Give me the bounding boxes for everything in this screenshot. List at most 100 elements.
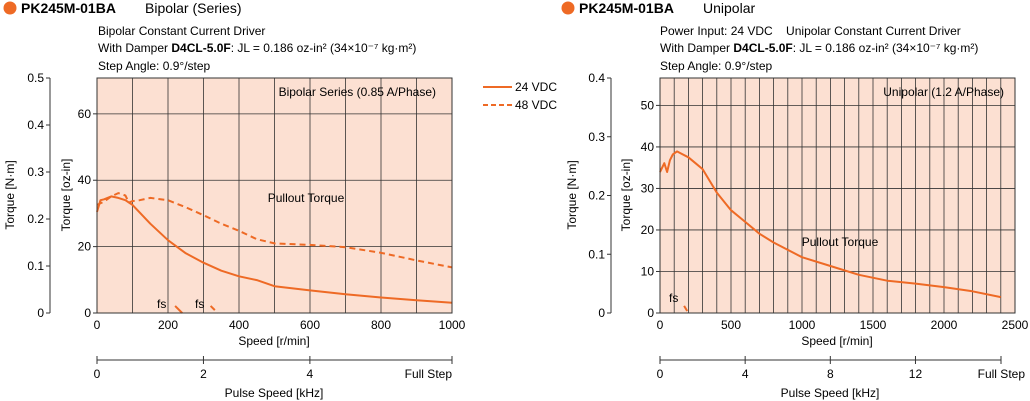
nm-tick-label: 0.4 — [27, 118, 44, 132]
pullout-torque-label: Pullout Torque — [268, 191, 345, 205]
speed-tick-label: 400 — [229, 318, 249, 332]
speed-tick-label: 1500 — [860, 318, 887, 332]
series-line-24-vdc — [659, 150, 1002, 299]
legend-label-48vdc: 48 VDC — [515, 98, 557, 112]
fs-label: fs — [669, 291, 678, 305]
grid — [660, 78, 1015, 313]
nm-tick-label: 0.1 — [27, 259, 44, 273]
plot-frame — [96, 77, 453, 314]
damper-note: With Damper D4CL-5.0F: JL = 0.186 oz-in²… — [98, 41, 416, 55]
pulse-axis-label: Pulse Speed [kHz] — [781, 386, 880, 400]
speed-tick-label: 200 — [158, 318, 178, 332]
grid — [97, 78, 452, 313]
legend-label-24vdc: 24 VDC — [515, 80, 557, 94]
nm-tick-label: 0.3 — [27, 165, 44, 179]
data-series — [96, 192, 453, 314]
fs-label-48v: fs — [195, 297, 204, 311]
pulse-tick-label: 0 — [94, 367, 101, 381]
pulse-axis-end-label: Full Step — [978, 367, 1026, 381]
ozin-axis-ticks: 0 20 40 60 — [78, 107, 97, 320]
ozin-tick-label: 0 — [84, 306, 91, 320]
nm-tick-label: 0.3 — [588, 130, 605, 144]
pulse-axis-end-label: Full Step — [405, 367, 453, 381]
title-bullet-icon — [561, 1, 575, 15]
speed-axis-label: Speed [r/min] — [801, 334, 872, 348]
ozin-tick-label: 0 — [647, 306, 654, 320]
pulse-tick-label: 2 — [200, 367, 207, 381]
speed-tick-label: 1000 — [789, 318, 816, 332]
nm-axis-ticks: 0 0.1 0.2 0.3 0.4 — [588, 71, 611, 320]
speed-tick-label: 1000 — [439, 318, 466, 332]
series-line-fs-48-vdc — [209, 305, 219, 314]
damper-prefix: With Damper — [660, 41, 733, 55]
speed-tick-label: 600 — [300, 318, 320, 332]
damper-note: With Damper D4CL-5.0F: JL = 0.186 oz-in²… — [660, 41, 978, 55]
chart-unipolar: PK245M-01BA Unipolar Power Input: 24 VDC… — [561, 0, 1029, 400]
speed-axis-ticks: 0 200 400 600 800 1000 — [94, 318, 466, 332]
series-line-24-vdc — [96, 195, 453, 304]
nm-tick-label: 0.2 — [588, 189, 605, 203]
series-line-48-vdc — [96, 192, 453, 269]
ozin-axis-label: Torque [oz-in] — [619, 159, 633, 232]
condition-box-label: Bipolar Series (0.85 A/Phase) — [279, 85, 436, 99]
pulse-tick-label: 4 — [742, 367, 749, 381]
ozin-axis-ticks: 0 10 20 30 40 50 — [641, 98, 660, 320]
chart-model: PK245M-01BA — [579, 0, 674, 16]
damper-prefix: With Damper — [98, 41, 171, 55]
data-series — [659, 150, 1002, 314]
pulse-tick-label: 0 — [657, 367, 664, 381]
ozin-tick-label: 50 — [641, 98, 655, 112]
driver-note: Bipolar Constant Current Driver — [98, 24, 265, 38]
nm-tick-label: 0.4 — [588, 71, 605, 85]
step-angle-note: Step Angle: 0.9°/step — [98, 59, 211, 73]
speed-tick-label: 0 — [94, 318, 101, 332]
speed-tick-label: 800 — [371, 318, 391, 332]
ozin-tick-label: 60 — [78, 107, 92, 121]
ozin-tick-label: 20 — [78, 240, 92, 254]
pulse-axis-ticks: 0 2 4 — [94, 356, 453, 381]
nm-tick-label: 0 — [37, 306, 44, 320]
condition-box-label: Unipolar (1.2 A/Phase) — [883, 85, 1004, 99]
speed-tick-label: 0 — [657, 318, 664, 332]
pulse-tick-label: 8 — [827, 367, 834, 381]
pulse-axis-ticks: 0 4 8 12 — [657, 356, 1002, 381]
pulse-tick-label: 4 — [307, 367, 314, 381]
series-line-fs-24-vdc — [683, 305, 690, 314]
nm-tick-label: 0.5 — [27, 71, 44, 85]
damper-rest: : JL = 0.186 oz-in² (34×10⁻⁷ kg·m²) — [231, 41, 417, 55]
ozin-axis-label: Torque [oz-in] — [59, 159, 73, 232]
ozin-tick-label: 30 — [641, 181, 655, 195]
damper-rest: : JL = 0.186 oz-in² (34×10⁻⁷ kg·m²) — [793, 41, 979, 55]
chart-mode: Unipolar — [703, 0, 755, 16]
pullout-torque-label: Pullout Torque — [802, 235, 879, 249]
fs-label-24v: fs — [157, 297, 166, 311]
chart-model: PK245M-01BA — [21, 0, 116, 16]
speed-axis-label: Speed [r/min] — [238, 334, 309, 348]
pulse-axis-label: Pulse Speed [kHz] — [225, 386, 324, 400]
ozin-tick-label: 20 — [641, 223, 655, 237]
speed-tick-label: 500 — [721, 318, 741, 332]
damper-model: D4CL-5.0F — [171, 41, 230, 55]
ozin-tick-label: 40 — [78, 173, 92, 187]
speed-axis-ticks: 0 500 1000 1500 2000 2500 — [657, 318, 1029, 332]
nm-axis-label: Torque [N·m] — [565, 160, 579, 229]
title-bullet-icon — [3, 1, 17, 15]
pulse-tick-label: 12 — [909, 367, 923, 381]
nm-tick-label: 0.2 — [27, 212, 44, 226]
legend: 24 VDC 48 VDC — [483, 80, 557, 112]
chart-mode: Bipolar (Series) — [145, 0, 241, 16]
damper-model: D4CL-5.0F — [733, 41, 792, 55]
ozin-tick-label: 10 — [641, 264, 655, 278]
nm-tick-label: 0.1 — [588, 247, 605, 261]
series-line-fs-24-vdc — [174, 305, 183, 314]
nm-tick-label: 0 — [598, 306, 605, 320]
speed-tick-label: 2000 — [931, 318, 958, 332]
step-angle-note: Step Angle: 0.9°/step — [660, 59, 773, 73]
ozin-tick-label: 40 — [641, 140, 655, 154]
nm-axis-label: Torque [N·m] — [3, 160, 17, 229]
plot-area — [660, 78, 1015, 313]
plot-frame — [659, 77, 1016, 314]
nm-axis-ticks: 0 0.1 0.2 0.3 0.4 0.5 — [27, 71, 50, 320]
speed-tick-label: 2500 — [1002, 318, 1029, 332]
